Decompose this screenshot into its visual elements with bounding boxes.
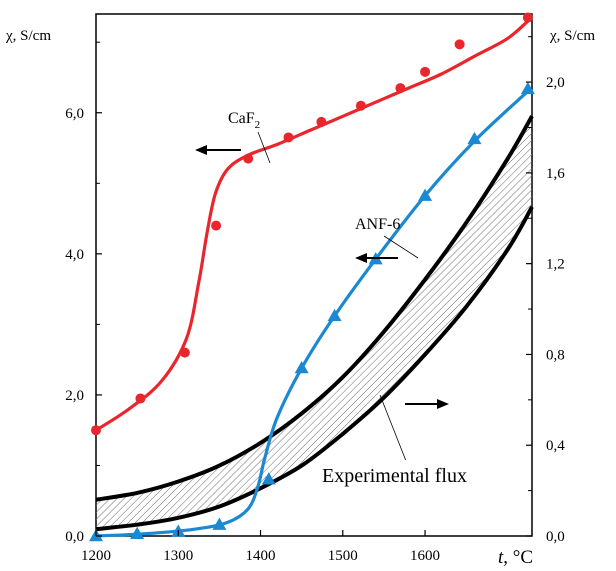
y-left-tick-label-2: 4,0 [65, 247, 84, 263]
experimental-flux-label: Experimental flux [322, 465, 467, 487]
x-axis-title: t, °C [498, 547, 533, 568]
y-right-tick-label-4: 1,6 [546, 166, 565, 182]
axis-ticks: 1200 1300 1400 1500 1600 0,0 2,0 4,0 6,0 0,0 0,4 0,… [65, 36, 565, 564]
flux-upper-line [95, 115, 534, 502]
x-tick-label-1600: 1600 [410, 548, 440, 564]
y-right-tick-label-1: 0,4 [546, 438, 565, 454]
series-markers [89, 12, 535, 542]
anf6-left-arrow [355, 253, 398, 263]
anf6-point-9 [467, 131, 482, 145]
flux-label-background [318, 460, 528, 488]
plot-frame [95, 13, 533, 537]
anf6-point-4 [261, 472, 276, 485]
caf2-left-arrow [195, 145, 241, 155]
anf6-point-10 [520, 81, 535, 95]
y-right-axis-title: χ, S/cm [549, 28, 595, 44]
anf6-point-1 [130, 526, 145, 539]
x-tick-label-1300: 1300 [163, 548, 193, 564]
y-left-tick-label-1: 2,0 [65, 388, 84, 404]
anf6-leader-line [383, 235, 419, 259]
caf2-point-11 [522, 12, 533, 23]
y-right-tick-label-3: 1,2 [546, 257, 565, 273]
flux-band-fill [96, 116, 532, 530]
anf6-label: ANF-6 [355, 216, 400, 233]
anf6-point-3 [212, 517, 227, 530]
y-right-tick-label-5: 2,0 [546, 75, 565, 91]
caf2-point-0 [91, 425, 101, 436]
x-tick-label-1500: 1500 [328, 548, 358, 564]
caf2-label-subscript: 2 [255, 119, 261, 131]
y-left-tick-label-0: 0,0 [65, 529, 84, 545]
caf2-point-7 [355, 100, 366, 111]
anf6-point-6 [327, 308, 342, 322]
y-right-tick-label-0: 0,0 [546, 529, 565, 545]
caf2-label-base: CaF [228, 110, 255, 127]
experimental-flux-band [95, 115, 534, 532]
caf2-point-8 [395, 83, 406, 94]
caf2-point-1 [135, 393, 146, 404]
caf2-line [95, 19, 529, 432]
anf6-point-8 [418, 188, 433, 201]
x-axis-title-symbol: t [498, 547, 504, 568]
caf2-point-4 [243, 153, 254, 164]
caf2-leader-line [257, 131, 271, 164]
caf2-point-3 [211, 220, 222, 231]
caf2-point-2 [179, 347, 190, 358]
x-tick-label-1200: 1200 [81, 548, 111, 564]
caf2-point-9 [420, 66, 431, 77]
y-left-tick-label-3: 6,0 [65, 106, 84, 122]
caf2-point-5 [283, 132, 294, 143]
x-axis-title-unit: , °C [503, 547, 533, 568]
y-left-axis-title: χ, S/cm [5, 28, 51, 44]
flux-leader-line [379, 394, 409, 467]
flux-right-arrow [405, 399, 449, 409]
y-right-tick-label-2: 0,8 [546, 347, 565, 363]
anf6-point-5 [294, 361, 309, 374]
caf2-point-6 [316, 116, 327, 127]
flux-lower-line [95, 205, 534, 532]
caf2-point-10 [454, 39, 465, 50]
x-tick-label-1400: 1400 [246, 548, 276, 564]
caf2-label: CaF2 [228, 110, 260, 131]
